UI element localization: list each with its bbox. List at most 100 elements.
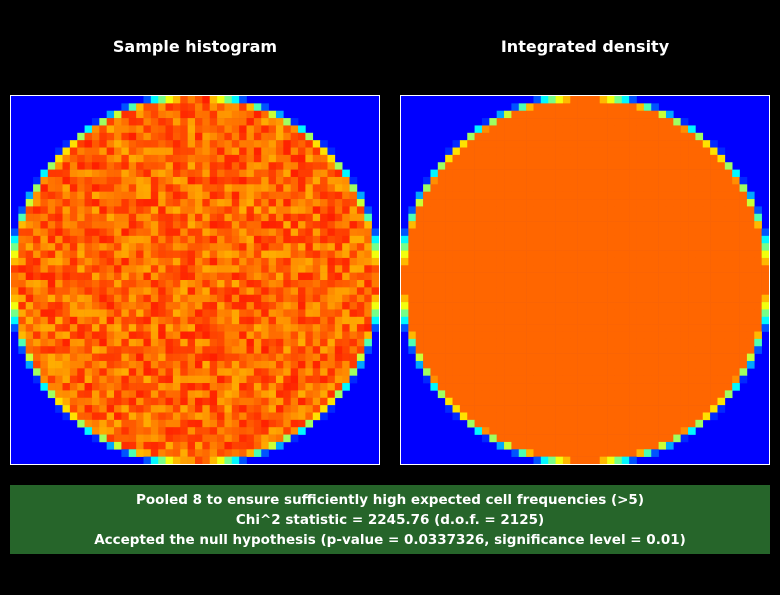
heatmap-cell xyxy=(688,221,696,229)
heatmap-cell xyxy=(290,176,299,185)
heatmap-cell xyxy=(710,147,718,156)
heatmap-cell xyxy=(489,309,497,318)
heatmap-cell xyxy=(268,154,277,163)
heatmap-cell xyxy=(320,162,328,170)
heatmap-cell xyxy=(665,169,674,178)
heatmap-cell xyxy=(761,309,769,318)
heatmap-cell xyxy=(25,316,34,325)
heatmap-cell xyxy=(327,375,336,384)
heatmap-cell xyxy=(452,324,461,332)
heatmap-cell xyxy=(540,110,549,119)
heatmap-cell xyxy=(165,118,174,126)
heatmap-cell xyxy=(717,176,726,185)
heatmap-cell xyxy=(150,228,159,237)
heatmap-cell xyxy=(651,118,659,126)
heatmap-cell xyxy=(658,250,667,259)
heatmap-cell xyxy=(548,265,556,273)
heatmap-cell xyxy=(577,427,586,435)
heatmap-cell xyxy=(327,390,336,399)
heatmap-cell xyxy=(77,405,85,413)
heatmap-cell xyxy=(540,405,549,413)
heatmap-cell xyxy=(298,191,306,200)
heatmap-cell xyxy=(136,221,144,229)
heatmap-cell xyxy=(114,441,122,450)
heatmap-cell xyxy=(570,324,578,332)
heatmap-cell xyxy=(651,419,659,428)
heatmap-cell xyxy=(165,147,174,156)
heatmap-cell xyxy=(202,360,211,369)
heatmap-cell xyxy=(342,265,350,273)
heatmap-cell xyxy=(695,199,704,207)
heatmap-cell xyxy=(489,412,497,421)
heatmap-cell xyxy=(283,206,291,215)
heatmap-cell xyxy=(599,103,608,112)
heatmap-cell xyxy=(239,360,247,369)
heatmap-cell xyxy=(570,331,578,340)
heatmap-cell xyxy=(717,250,726,259)
heatmap-cell xyxy=(114,257,122,266)
heatmap-cell xyxy=(614,125,623,134)
heatmap-cell xyxy=(548,331,556,340)
heatmap-cell xyxy=(629,287,637,296)
heatmap-cell xyxy=(724,309,733,318)
heatmap-cell xyxy=(570,103,578,112)
heatmap-cell xyxy=(143,140,152,148)
heatmap-cell xyxy=(136,397,144,406)
heatmap-cell xyxy=(327,191,336,200)
heatmap-cell xyxy=(481,280,490,288)
heatmap-cell xyxy=(165,309,174,318)
heatmap-cell xyxy=(55,397,63,406)
heatmap-cell xyxy=(312,412,321,421)
heatmap-cell xyxy=(408,346,417,354)
heatmap-cell xyxy=(496,125,505,134)
heatmap-cell xyxy=(688,338,696,347)
heatmap-cell xyxy=(231,353,240,362)
heatmap-cell xyxy=(143,132,152,141)
heatmap-cell xyxy=(548,309,556,318)
heatmap-cell xyxy=(77,287,85,296)
heatmap-cell xyxy=(217,250,225,259)
heatmap-cell xyxy=(511,353,520,362)
heatmap-cell xyxy=(253,427,262,435)
heatmap-cell xyxy=(275,125,284,134)
heatmap-cell xyxy=(673,243,681,251)
heatmap-cell xyxy=(231,140,240,148)
heatmap-cell xyxy=(121,118,130,126)
heatmap-cell xyxy=(172,184,181,192)
heatmap-cell xyxy=(180,265,188,273)
heatmap-cell xyxy=(217,162,225,170)
heatmap-cell xyxy=(268,132,277,141)
heatmap-cell xyxy=(643,272,652,281)
heatmap-cell xyxy=(224,118,233,126)
heatmap-cell xyxy=(84,235,93,244)
heatmap-cell xyxy=(710,162,718,170)
heatmap-cell xyxy=(636,316,645,325)
heatmap-cell xyxy=(283,353,291,362)
heatmap-cell xyxy=(533,309,542,318)
heatmap-cell xyxy=(445,250,453,259)
heatmap-cell xyxy=(540,338,549,347)
heatmap-cell xyxy=(69,162,78,170)
heatmap-cell xyxy=(665,360,674,369)
heatmap-cell xyxy=(570,441,578,450)
heatmap-cell xyxy=(91,228,100,237)
heatmap-cell xyxy=(246,243,255,251)
heatmap-cell xyxy=(69,228,78,237)
heatmap-cell xyxy=(33,346,41,354)
heatmap-cell xyxy=(47,176,56,185)
heatmap-cell xyxy=(467,213,475,222)
heatmap-cell xyxy=(459,360,468,369)
heatmap-cell xyxy=(62,412,71,421)
heatmap-cell xyxy=(673,383,681,391)
heatmap-cell xyxy=(680,434,689,443)
heatmap-cell xyxy=(445,294,453,303)
heatmap-cell xyxy=(91,302,100,310)
heatmap-cell xyxy=(673,154,681,163)
heatmap-cell xyxy=(172,221,181,229)
heatmap-cell xyxy=(496,368,505,376)
heatmap-cell xyxy=(77,221,85,229)
heatmap-cell xyxy=(91,221,100,229)
heatmap-cell xyxy=(195,250,203,259)
heatmap-cell xyxy=(437,331,446,340)
heatmap-cell xyxy=(459,176,468,185)
